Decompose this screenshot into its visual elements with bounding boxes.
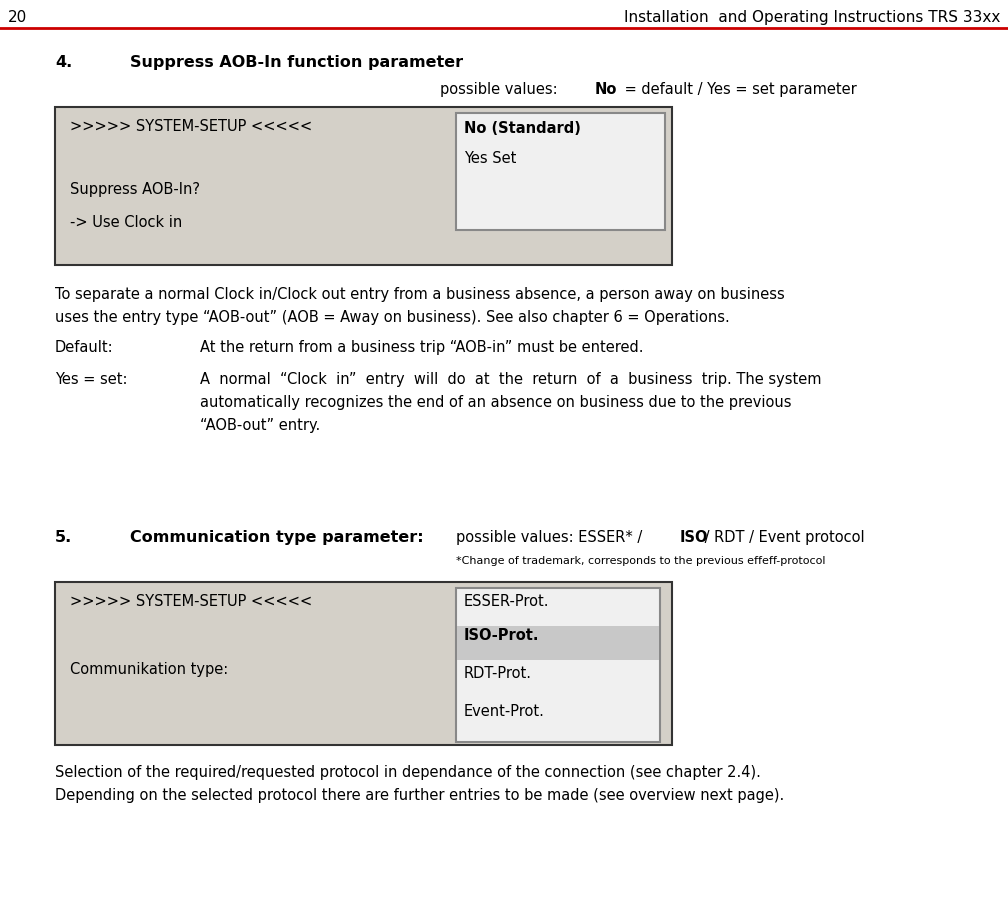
Text: “AOB-out” entry.: “AOB-out” entry. — [200, 418, 321, 433]
Bar — [457, 626, 659, 660]
Text: No: No — [595, 82, 617, 97]
Text: 5.: 5. — [55, 530, 73, 545]
Text: At the return from a business trip “AOB-in” must be entered.: At the return from a business trip “AOB-… — [200, 340, 643, 355]
Text: *Change of trademark, corresponds to the previous effeff-protocol: *Change of trademark, corresponds to the… — [456, 556, 826, 566]
Text: To separate a normal Clock in/Clock out entry from a business absence, a person : To separate a normal Clock in/Clock out … — [55, 287, 785, 302]
Text: ISO: ISO — [680, 530, 709, 545]
Text: Suppress AOB-In?: Suppress AOB-In? — [70, 182, 200, 197]
Text: Selection of the required/requested protocol in dependance of the connection (se: Selection of the required/requested prot… — [55, 765, 761, 780]
Text: Yes = set:: Yes = set: — [55, 372, 127, 387]
Text: RDT-Prot.: RDT-Prot. — [464, 666, 532, 681]
Text: possible values: ESSER* /: possible values: ESSER* / — [456, 530, 647, 545]
Bar — [55, 107, 672, 265]
Text: ESSER-Prot.: ESSER-Prot. — [464, 594, 549, 609]
Text: Yes Set: Yes Set — [464, 151, 516, 166]
Text: possible values:: possible values: — [440, 82, 562, 97]
Text: Suppress AOB-In function parameter: Suppress AOB-In function parameter — [130, 55, 463, 70]
Text: / RDT / Event protocol: / RDT / Event protocol — [700, 530, 865, 545]
Text: uses the entry type “AOB-out” (AOB = Away on business). See also chapter 6 = Ope: uses the entry type “AOB-out” (AOB = Awa… — [55, 310, 730, 325]
Text: automatically recognizes the end of an absence on business due to the previous: automatically recognizes the end of an a… — [200, 395, 791, 410]
Text: A  normal  “Clock  in”  entry  will  do  at  the  return  of  a  business  trip.: A normal “Clock in” entry will do at the… — [200, 372, 822, 387]
Text: >>>>> SYSTEM-SETUP <<<<<: >>>>> SYSTEM-SETUP <<<<< — [70, 594, 312, 609]
Bar — [55, 582, 672, 745]
Text: 20: 20 — [8, 11, 27, 25]
Text: Default:: Default: — [55, 340, 114, 355]
Bar — [456, 588, 660, 742]
Text: Depending on the selected protocol there are further entries to be made (see ove: Depending on the selected protocol there… — [55, 788, 784, 803]
Text: Communikation type:: Communikation type: — [70, 662, 228, 677]
Text: Communication type parameter:: Communication type parameter: — [130, 530, 423, 545]
Text: = default / Yes = set parameter: = default / Yes = set parameter — [620, 82, 857, 97]
Text: Event-Prot.: Event-Prot. — [464, 704, 545, 719]
Text: -> Use Clock in: -> Use Clock in — [70, 215, 182, 230]
Text: No (Standard): No (Standard) — [464, 121, 581, 136]
Text: >>>>> SYSTEM-SETUP <<<<<: >>>>> SYSTEM-SETUP <<<<< — [70, 119, 312, 134]
Text: 4.: 4. — [55, 55, 73, 70]
Text: Installation  and Operating Instructions TRS 33xx: Installation and Operating Instructions … — [624, 11, 1000, 25]
Bar — [456, 113, 665, 230]
Text: ISO-Prot.: ISO-Prot. — [464, 628, 539, 643]
